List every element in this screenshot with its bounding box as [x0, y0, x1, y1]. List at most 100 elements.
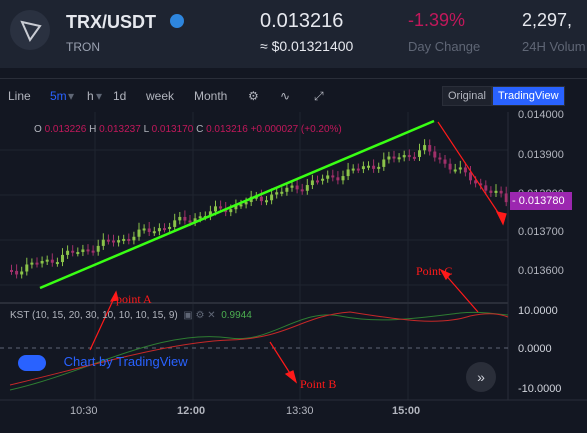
candle-body: [290, 185, 294, 188]
fullscreen-icon[interactable]: ⤢: [314, 89, 324, 103]
ohlc-open-label: O: [34, 124, 42, 135]
candle-body: [504, 193, 508, 203]
candle-body: [178, 216, 182, 221]
ohlc-close: 0.013216: [206, 124, 248, 135]
tradingview-brand[interactable]: Chart by TradingView: [18, 354, 188, 371]
price-axis-tick: 0.013600: [518, 265, 564, 277]
candle-body: [275, 192, 279, 195]
interval-1d[interactable]: 1d: [113, 89, 127, 103]
pair-title: TRX/USDT: [66, 12, 156, 32]
candle-body: [219, 206, 223, 209]
tron-logo-icon: [10, 10, 50, 50]
globe-icon[interactable]: [170, 14, 184, 28]
candle-body: [474, 180, 478, 184]
candle-body: [336, 177, 340, 181]
candle-body: [453, 169, 457, 172]
candle-body: [35, 262, 39, 265]
last-price-badge: - 0.013780: [510, 192, 572, 210]
candle-body: [91, 250, 95, 253]
candle-body: [448, 163, 452, 170]
candle-body: [66, 250, 70, 255]
ticker-header: TRX/USDT TRON 0.013216 ≈ $0.01321400 -1.…: [0, 0, 587, 68]
ohlc-close-label: C: [196, 124, 204, 135]
volume-value: 2,297,: [522, 10, 573, 30]
candle-body: [463, 167, 467, 173]
scroll-to-latest-button[interactable]: »: [466, 362, 496, 392]
view-tradingview-button[interactable]: TradingView: [492, 86, 565, 106]
ohlc-low: 0.013170: [151, 124, 194, 135]
day-change-label: Day Change: [408, 39, 481, 54]
candle-body: [10, 270, 13, 272]
candle-body: [326, 175, 330, 179]
candle-body: [265, 200, 268, 203]
interval-h[interactable]: h: [87, 89, 94, 103]
candle-body: [61, 254, 64, 263]
candle-body: [361, 166, 365, 170]
candle-body: [428, 145, 432, 152]
candle-body: [387, 156, 391, 160]
candle-body: [423, 145, 427, 151]
candle-body: [438, 157, 442, 160]
candle-body: [402, 155, 406, 158]
candle-body: [351, 168, 355, 171]
candle-body: [30, 262, 34, 265]
candle-body: [259, 196, 263, 202]
candle-body: [81, 249, 85, 253]
candle-body: [239, 204, 243, 207]
kst-axis-tick: 10.0000: [518, 305, 558, 317]
view-original-button[interactable]: Original: [442, 86, 492, 106]
settings-gear-icon[interactable]: ⚙: [248, 89, 259, 103]
price-axis-tick: 0.013900: [518, 149, 564, 161]
chart-type-line[interactable]: Line: [8, 89, 31, 103]
price-axis-tick: 0.013700: [518, 226, 564, 238]
candle-body: [40, 260, 44, 264]
candle-body: [356, 168, 360, 171]
candle-body: [188, 220, 192, 223]
candle-body: [142, 228, 146, 231]
candle-body: [494, 190, 498, 193]
chevron-down-icon[interactable]: ▾: [68, 89, 75, 103]
candle-body: [183, 216, 187, 221]
kst-axis-tick: -10.0000: [518, 383, 561, 395]
kst-axis-tick: 0.0000: [518, 343, 552, 355]
candle-body: [346, 169, 350, 177]
annotation-point-b: Point B: [300, 377, 337, 391]
annotation-point-a: point A: [116, 292, 152, 306]
candle-body: [50, 259, 54, 263]
candle-body: [229, 209, 233, 213]
ohlc-change: +0.000027 (+0.20%): [250, 124, 342, 135]
candle-body: [397, 157, 401, 160]
candle-body: [106, 239, 110, 242]
interval-5m[interactable]: 5m: [50, 89, 67, 103]
interval-month[interactable]: Month: [194, 89, 228, 103]
candle-body: [117, 240, 121, 243]
chevron-down-icon[interactable]: ▾: [96, 89, 103, 103]
candle-body: [300, 189, 304, 192]
candle-body: [316, 180, 319, 183]
annotation-point-c: Point C: [416, 264, 453, 278]
candle-body: [55, 262, 59, 265]
candle-body: [479, 183, 483, 186]
candle-body: [132, 236, 136, 241]
candle-body: [392, 156, 396, 159]
volume-label: 24H Volum: [522, 39, 586, 54]
kst-legend: KST (10, 15, 20, 30, 10, 10, 10, 15, 9) …: [10, 310, 252, 321]
price-axis-tick: 0.014000: [518, 109, 564, 121]
candle-body: [163, 228, 166, 231]
interval-week[interactable]: week: [146, 89, 175, 103]
coin-name: TRON: [66, 40, 100, 54]
usd-price: ≈ $0.01321400: [260, 38, 354, 54]
candle-body: [295, 185, 299, 190]
candle-body: [499, 190, 503, 194]
candle-body: [127, 238, 131, 241]
candle-body: [193, 218, 197, 223]
candle-body: [96, 245, 100, 252]
candle-body: [331, 175, 335, 178]
indicators-icon[interactable]: ∿: [280, 89, 291, 103]
candle-body: [208, 211, 212, 217]
candle-body: [112, 240, 115, 243]
candle-body: [157, 228, 161, 232]
candle-body: [25, 264, 29, 272]
candle-body: [412, 156, 416, 159]
